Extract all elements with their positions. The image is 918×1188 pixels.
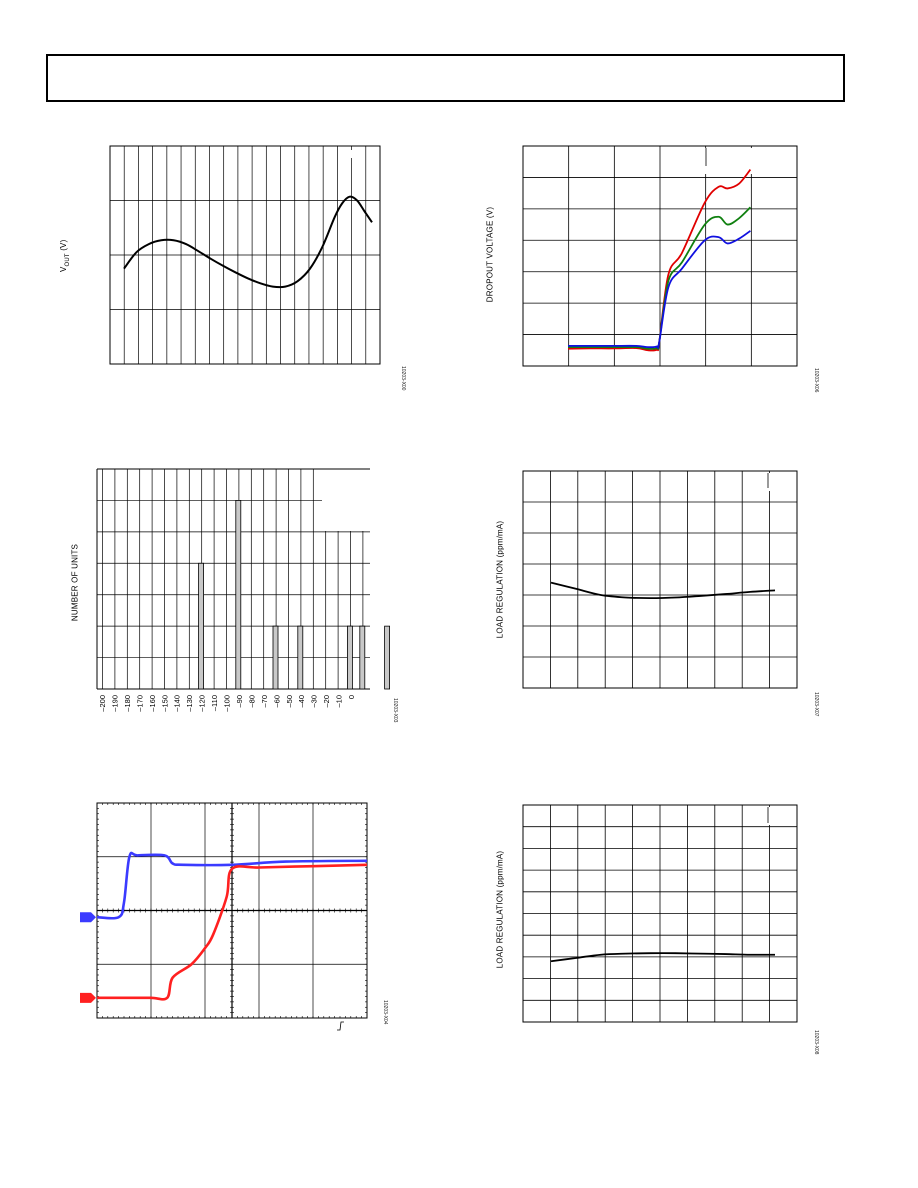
load2-series-line — [550, 952, 776, 963]
hist-bar — [297, 625, 304, 690]
vout-series-line — [123, 195, 373, 289]
load2-legend-blank — [766, 807, 796, 825]
hist-bar — [384, 625, 391, 690]
hist-bar — [272, 625, 279, 690]
scope-ch2-marker — [80, 992, 96, 1003]
page-header-box — [46, 54, 845, 102]
hist-tick-label: –80 — [247, 695, 256, 708]
hist-tick-label: –200 — [98, 695, 107, 712]
scope-trace-2 — [97, 863, 368, 1001]
hist-tick-label: –170 — [135, 695, 144, 712]
hist-tick-label: –30 — [310, 695, 319, 708]
scope-trigger-icon — [337, 1021, 344, 1031]
hist-tick-label: –10 — [335, 695, 344, 708]
hist-bar — [359, 625, 366, 690]
hist-tick-label: –90 — [235, 695, 244, 708]
load1-series-line — [550, 581, 776, 599]
hist-bar — [346, 625, 353, 690]
hist-tick-label: –70 — [260, 695, 269, 708]
scope-ch1-marker — [80, 912, 96, 923]
load1-legend-blank — [766, 473, 796, 491]
scope-trace-1 — [96, 851, 368, 920]
vout-legend-blank — [348, 150, 364, 158]
hist-tick-label: –130 — [185, 695, 194, 712]
hist-bar — [198, 562, 205, 690]
hist-bar — [235, 500, 242, 690]
hist-tick-label: –120 — [198, 695, 207, 712]
hist-tick-label: 0 — [347, 695, 356, 699]
hist-tick-label: –60 — [272, 695, 281, 708]
hist-tick-label: –160 — [148, 695, 157, 712]
hist-tick-label: –40 — [297, 695, 306, 708]
hist-tick-label: –100 — [223, 695, 232, 712]
hist-tick-label: –140 — [173, 695, 182, 712]
hist-tick-label: –20 — [322, 695, 331, 708]
hist-tick-label: –110 — [210, 695, 219, 711]
hist-tick-label: –190 — [110, 695, 119, 712]
load2-figure-id: 10203-X08 — [813, 1030, 819, 1055]
hist-tick-label: –150 — [160, 695, 169, 712]
dropout-series-2 — [568, 230, 751, 349]
hist-tick-label: –180 — [123, 695, 132, 712]
hist-tick-label: –50 — [285, 695, 294, 708]
